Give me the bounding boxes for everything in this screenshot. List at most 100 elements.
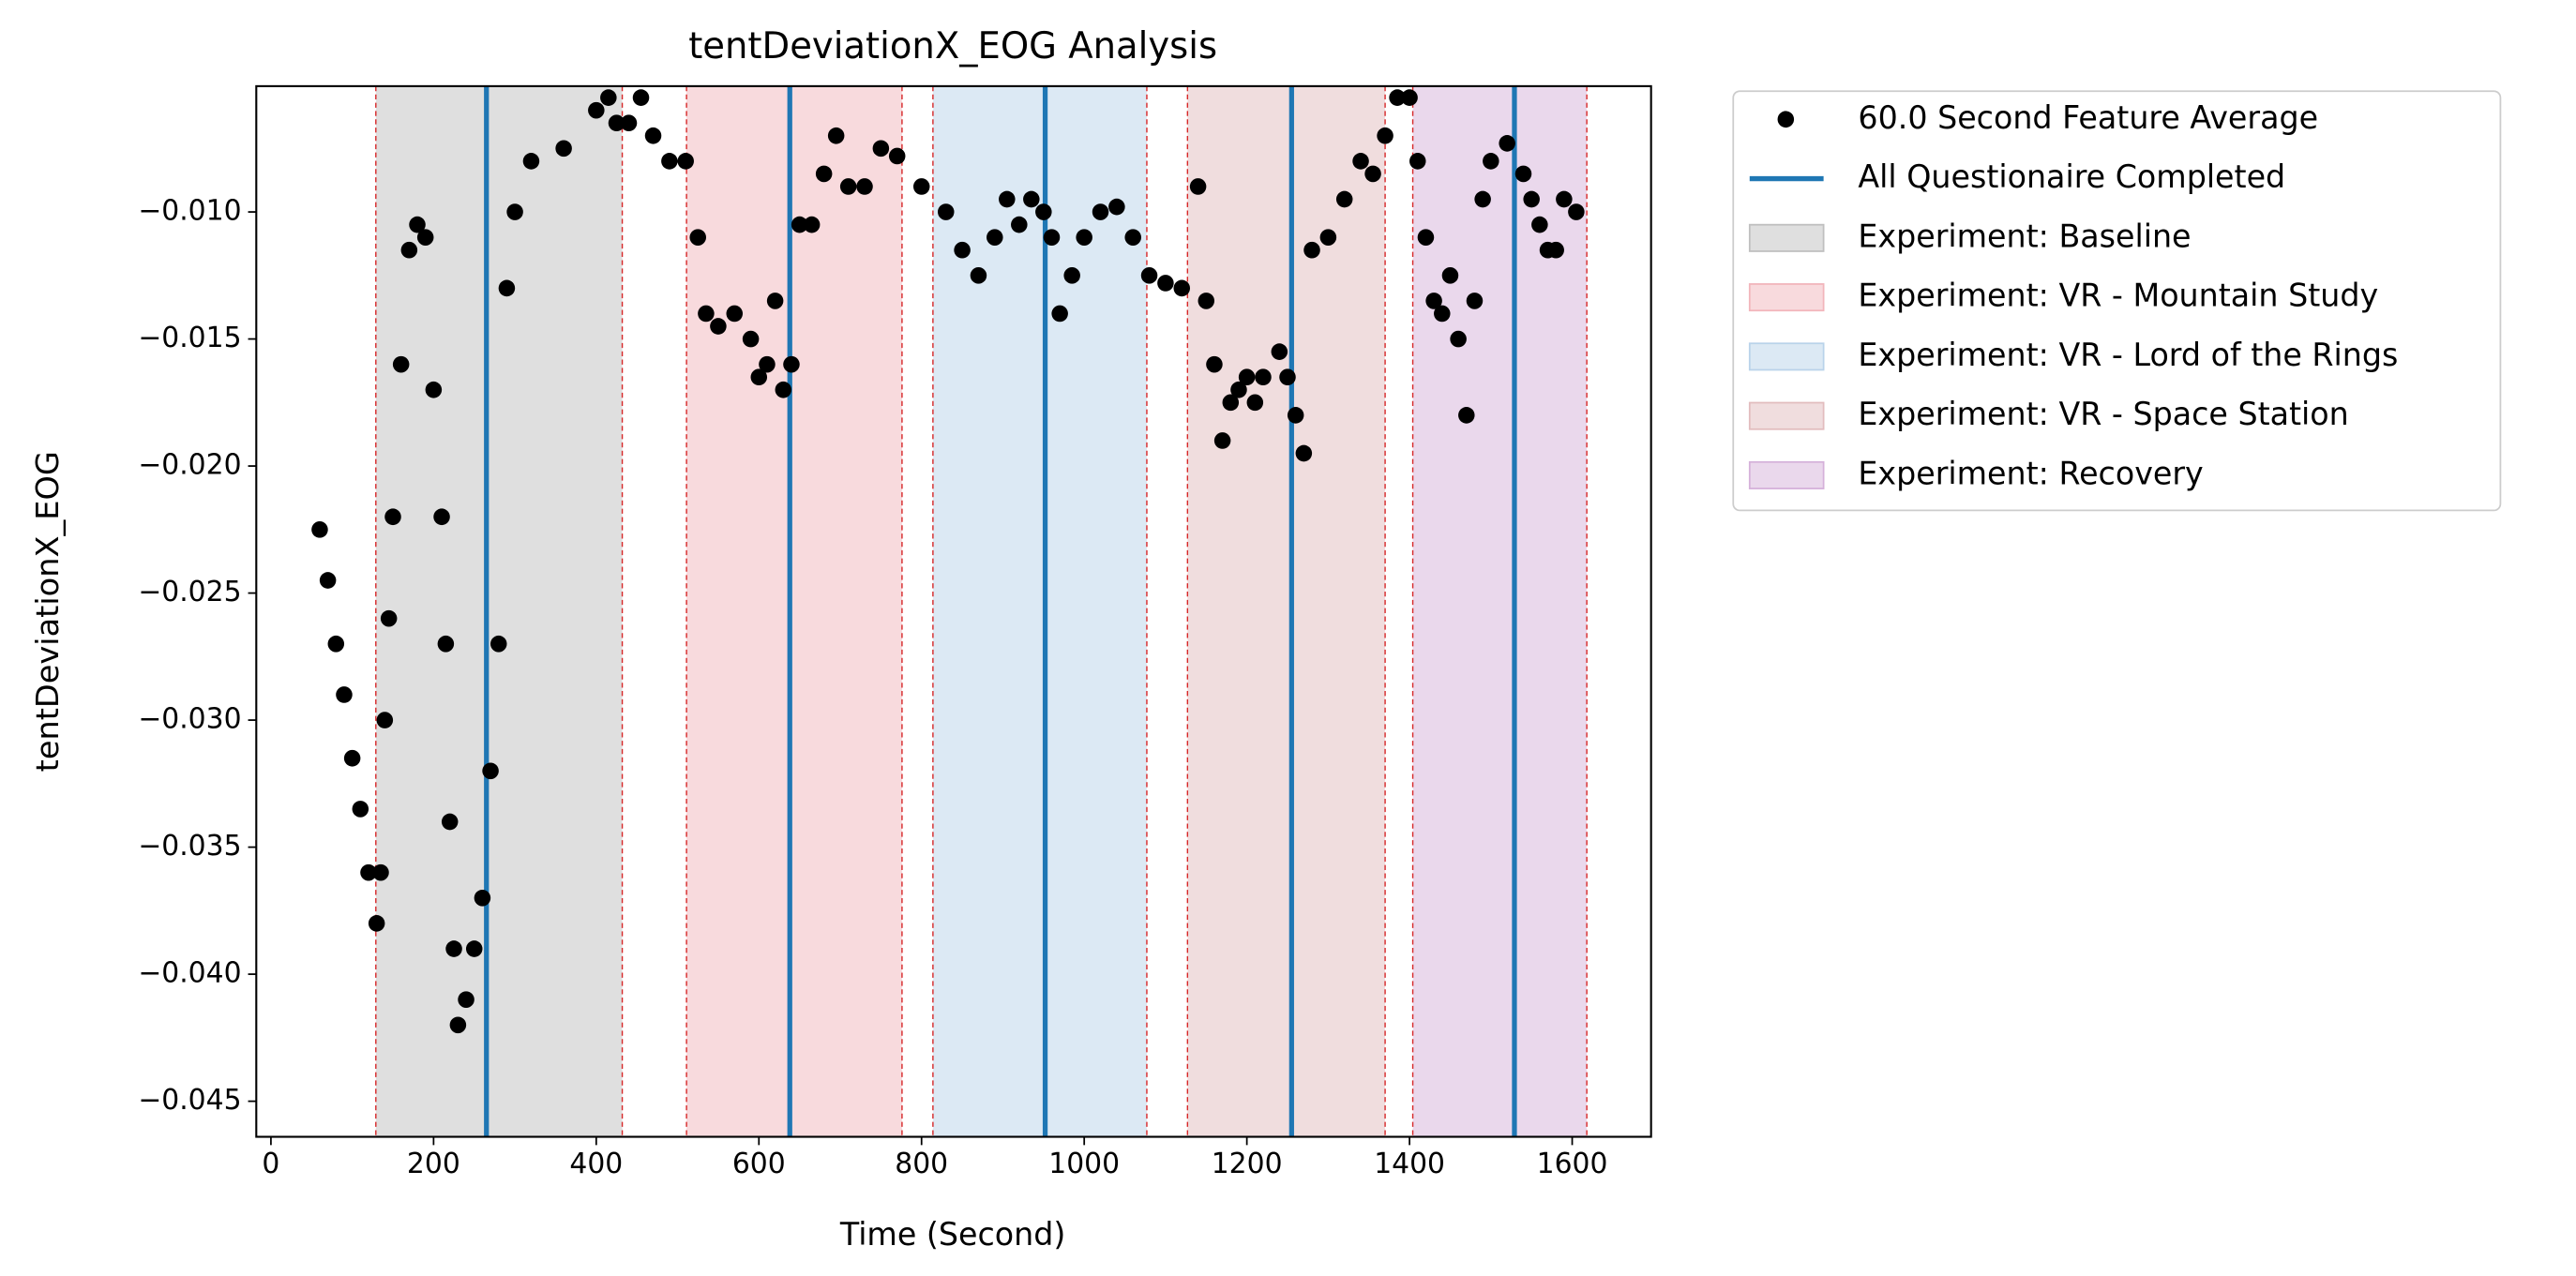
legend-marker: [1748, 223, 1825, 252]
data-point: [750, 368, 768, 386]
legend-marker: [1748, 342, 1825, 371]
y-tick-label: −0.045: [138, 1084, 241, 1117]
data-point: [827, 127, 845, 144]
data-point: [759, 355, 776, 373]
data-point: [352, 801, 369, 818]
data-point: [677, 153, 694, 170]
data-point: [689, 229, 706, 246]
data-point: [1043, 229, 1061, 246]
y-tick-label: −0.035: [138, 830, 241, 863]
data-point: [336, 686, 353, 703]
span: [932, 85, 1147, 1137]
data-point: [1364, 165, 1381, 183]
data-point: [839, 178, 857, 195]
data-point: [608, 114, 625, 132]
data-point: [1523, 190, 1540, 208]
data-point: [1063, 266, 1080, 284]
data-point: [999, 190, 1016, 208]
data-point: [1319, 229, 1337, 246]
data-point: [1434, 305, 1451, 323]
legend-marker: [1748, 283, 1825, 312]
data-point: [710, 318, 727, 335]
data-point: [970, 266, 987, 284]
data-point: [474, 889, 491, 907]
y-tick-label: −0.030: [138, 702, 241, 735]
data-point: [1499, 135, 1515, 152]
data-point: [644, 127, 662, 144]
legend-label: Experiment: Baseline: [1858, 218, 2191, 254]
data-point: [1287, 407, 1304, 424]
data-point: [588, 101, 605, 119]
data-point: [433, 508, 450, 526]
x-tick-label: 600: [732, 1148, 786, 1180]
data-point: [1568, 203, 1585, 220]
data-point: [441, 813, 459, 831]
legend-marker: [1777, 111, 1795, 128]
data-point: [437, 635, 455, 653]
data-point: [1279, 368, 1296, 386]
x-tick-label: 800: [895, 1148, 948, 1180]
data-point: [1441, 266, 1459, 284]
data-point: [1230, 381, 1247, 398]
data-point: [498, 279, 516, 297]
span: [375, 85, 623, 1137]
data-point: [506, 203, 523, 220]
x-tick-label: 1400: [1374, 1148, 1445, 1180]
data-point: [1401, 89, 1418, 106]
data-point: [522, 153, 540, 170]
data-point: [791, 216, 808, 233]
data-point: [600, 89, 617, 106]
data-point: [380, 609, 398, 627]
span: [1412, 85, 1588, 1137]
data-point: [1206, 355, 1223, 373]
legend-label: Experiment: VR - Mountain Study: [1858, 278, 2378, 314]
legend-label: Experiment: VR - Space Station: [1858, 396, 2348, 432]
data-point: [1246, 394, 1264, 412]
data-point: [1303, 241, 1320, 259]
legend: 60.0 Second Feature Average All Questiona…: [1732, 90, 2502, 512]
y-tick-label: −0.010: [138, 194, 241, 227]
data-point: [384, 508, 401, 526]
x-tick-label: 200: [407, 1148, 460, 1180]
x-tick-label: 1000: [1048, 1148, 1120, 1180]
data-point: [1547, 241, 1564, 259]
data-point: [368, 915, 385, 932]
data-point: [311, 520, 328, 538]
data-point: [372, 863, 389, 881]
data-point: [783, 355, 800, 373]
data-point: [1189, 178, 1207, 195]
x-axis-label: Time (Second): [839, 1216, 1065, 1253]
data-point: [1466, 293, 1484, 309]
data-point: [1173, 279, 1191, 297]
data-point: [465, 940, 483, 957]
y-axis-label: tentDeviationX_EOG: [29, 451, 66, 772]
data-point: [632, 89, 650, 106]
data-point: [1092, 203, 1109, 220]
data-point: [1417, 229, 1435, 246]
data-point: [1222, 394, 1240, 412]
data-point: [327, 635, 345, 653]
data-point: [1458, 407, 1475, 424]
y-tick-label: −0.020: [138, 448, 241, 481]
span: [686, 85, 902, 1137]
data-point: [620, 114, 638, 132]
data-point: [698, 305, 715, 323]
y-tick-label: −0.025: [138, 576, 241, 608]
data-point: [1389, 89, 1406, 106]
data-point: [661, 153, 678, 170]
data-point: [1108, 198, 1125, 216]
data-point: [1011, 216, 1028, 233]
data-point: [449, 1016, 467, 1034]
data-point: [1035, 203, 1052, 220]
data-point: [1023, 190, 1040, 208]
data-point: [937, 203, 955, 220]
data-point: [1409, 153, 1426, 170]
data-point: [987, 229, 1003, 246]
data-point: [1335, 190, 1353, 208]
legend-label: Experiment: Recovery: [1858, 455, 2203, 491]
legend-label: 60.0 Second Feature Average: [1858, 99, 2318, 136]
data-point: [1076, 229, 1092, 246]
data-point: [726, 305, 744, 323]
